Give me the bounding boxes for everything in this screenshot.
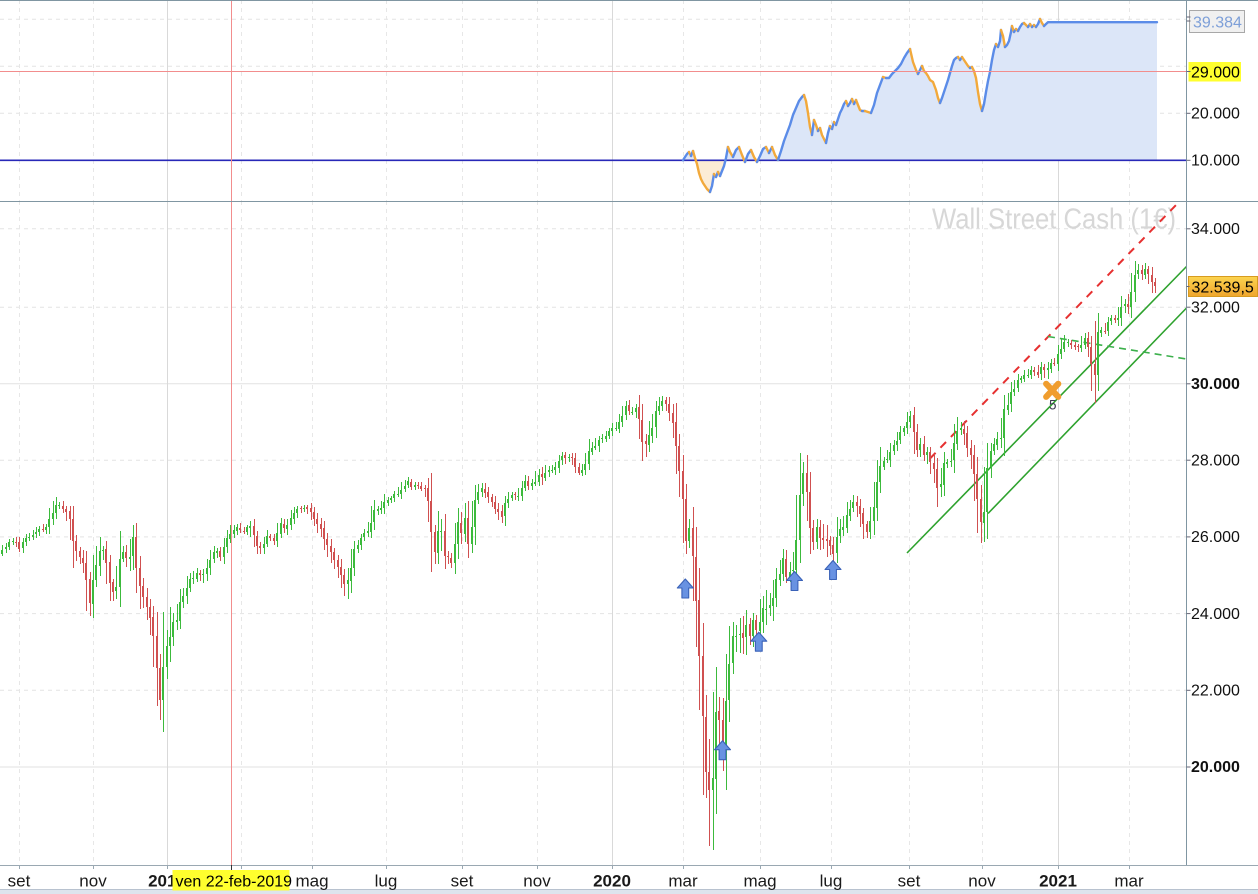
svg-text:2020: 2020: [593, 872, 631, 891]
svg-text:32.539,5: 32.539,5: [1192, 280, 1254, 297]
svg-text:20.000: 20.000: [1191, 106, 1240, 123]
svg-text:29.000: 29.000: [1191, 65, 1240, 82]
svg-text:nov: nov: [79, 872, 107, 891]
svg-text:ven 22-feb-2019: ven 22-feb-2019: [176, 874, 293, 891]
svg-text:20.000: 20.000: [1191, 759, 1240, 776]
svg-text:39.384: 39.384: [1193, 15, 1242, 32]
svg-text:26.000: 26.000: [1191, 529, 1240, 546]
svg-text:set: set: [451, 872, 474, 891]
svg-text:34.000: 34.000: [1191, 221, 1240, 238]
svg-text:lug: lug: [375, 872, 398, 891]
svg-text:2021: 2021: [1039, 872, 1077, 891]
svg-text:32.000: 32.000: [1191, 299, 1240, 316]
svg-text:mar: mar: [1114, 872, 1144, 891]
svg-text:Wall Street Cash (1€): Wall Street Cash (1€): [932, 204, 1176, 236]
svg-text:lug: lug: [820, 872, 843, 891]
svg-text:24.000: 24.000: [1191, 606, 1240, 623]
svg-text:set: set: [8, 872, 31, 891]
svg-text:10.000: 10.000: [1191, 153, 1240, 170]
svg-text:nov: nov: [523, 872, 551, 891]
svg-text:5: 5: [1049, 398, 1057, 413]
svg-text:mar: mar: [668, 872, 698, 891]
svg-text:mag: mag: [743, 872, 776, 891]
svg-text:mag: mag: [295, 872, 328, 891]
svg-text:nov: nov: [968, 872, 996, 891]
svg-text:30.000: 30.000: [1191, 376, 1240, 393]
svg-text:28.000: 28.000: [1191, 452, 1240, 469]
svg-text:22.000: 22.000: [1191, 683, 1240, 700]
svg-text:set: set: [898, 872, 921, 891]
